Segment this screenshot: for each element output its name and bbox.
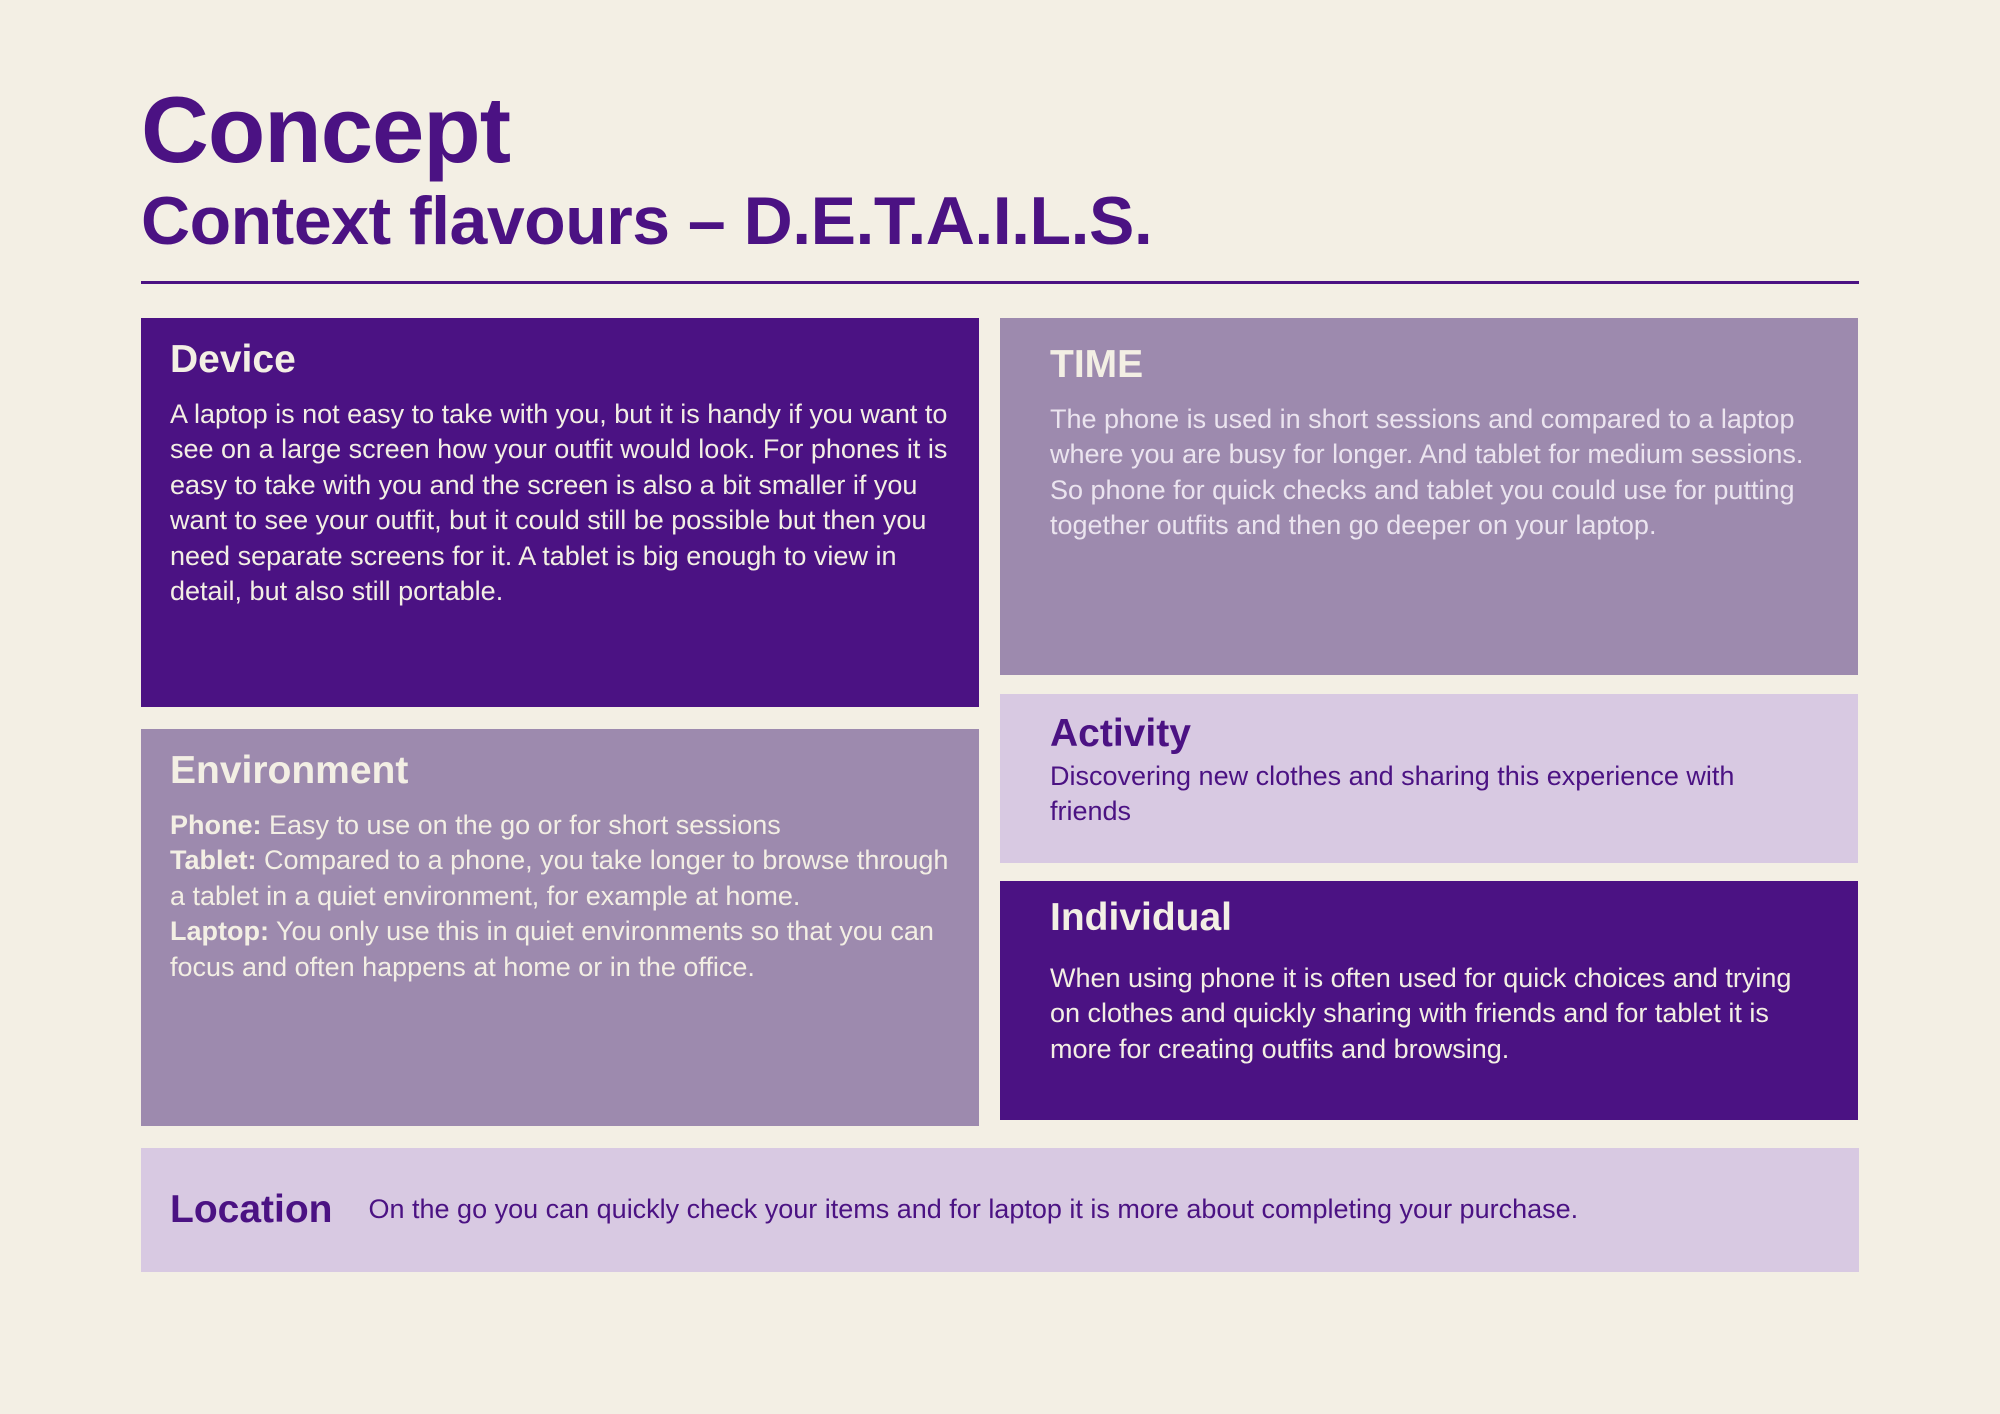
environment-tablet-label: Tablet: [170,845,257,876]
page-title: Concept [141,77,511,182]
location-card: Location On the go you can quickly check… [141,1148,1859,1272]
environment-card: Environment Phone: Easy to use on the go… [141,729,979,1126]
environment-phone-label: Phone: [170,809,262,840]
time-card-title: TIME [1050,343,1144,386]
device-card-text: A laptop is not easy to take with you, b… [170,398,948,607]
environment-laptop-text: You only use this in quiet environments … [170,916,934,982]
individual-card-title: Individual [1050,896,1233,939]
environment-tablet-text: Compared to a phone, you take longer to … [170,845,949,911]
time-card-text-2: So phone for quick checks and tablet you… [1050,474,1795,541]
page-subtitle: Context flavours – D.E.T.A.I.L.S. [141,183,1153,259]
environment-tablet-entry: Tablet: Compared to a phone, you take lo… [170,843,950,914]
environment-card-title: Environment [170,749,409,792]
individual-card-text: When using phone it is often used for qu… [1050,962,1792,1064]
activity-card-title: Activity [1050,712,1191,755]
environment-laptop-label: Laptop: [170,916,269,947]
activity-card: Activity Discovering new clothes and sha… [1000,694,1858,863]
time-card-text-1: The phone is used in short sessions and … [1050,403,1804,470]
environment-phone-text: Easy to use on the go or for short sessi… [261,809,781,840]
environment-laptop-entry: Laptop: You only use this in quiet envir… [170,914,950,985]
device-card: Device A laptop is not easy to take with… [141,318,979,707]
location-card-title: Location [170,1187,333,1231]
activity-card-text: Discovering new clothes and sharing this… [1050,760,1735,827]
environment-phone-entry: Phone: Easy to use on the go or for shor… [170,808,950,844]
time-card: TIME The phone is used in short sessions… [1000,318,1858,675]
location-card-text: On the go you can quickly check your ite… [368,1194,1579,1225]
device-card-title: Device [170,338,296,381]
individual-card: Individual When using phone it is often … [1000,881,1858,1120]
title-divider [141,281,1859,284]
